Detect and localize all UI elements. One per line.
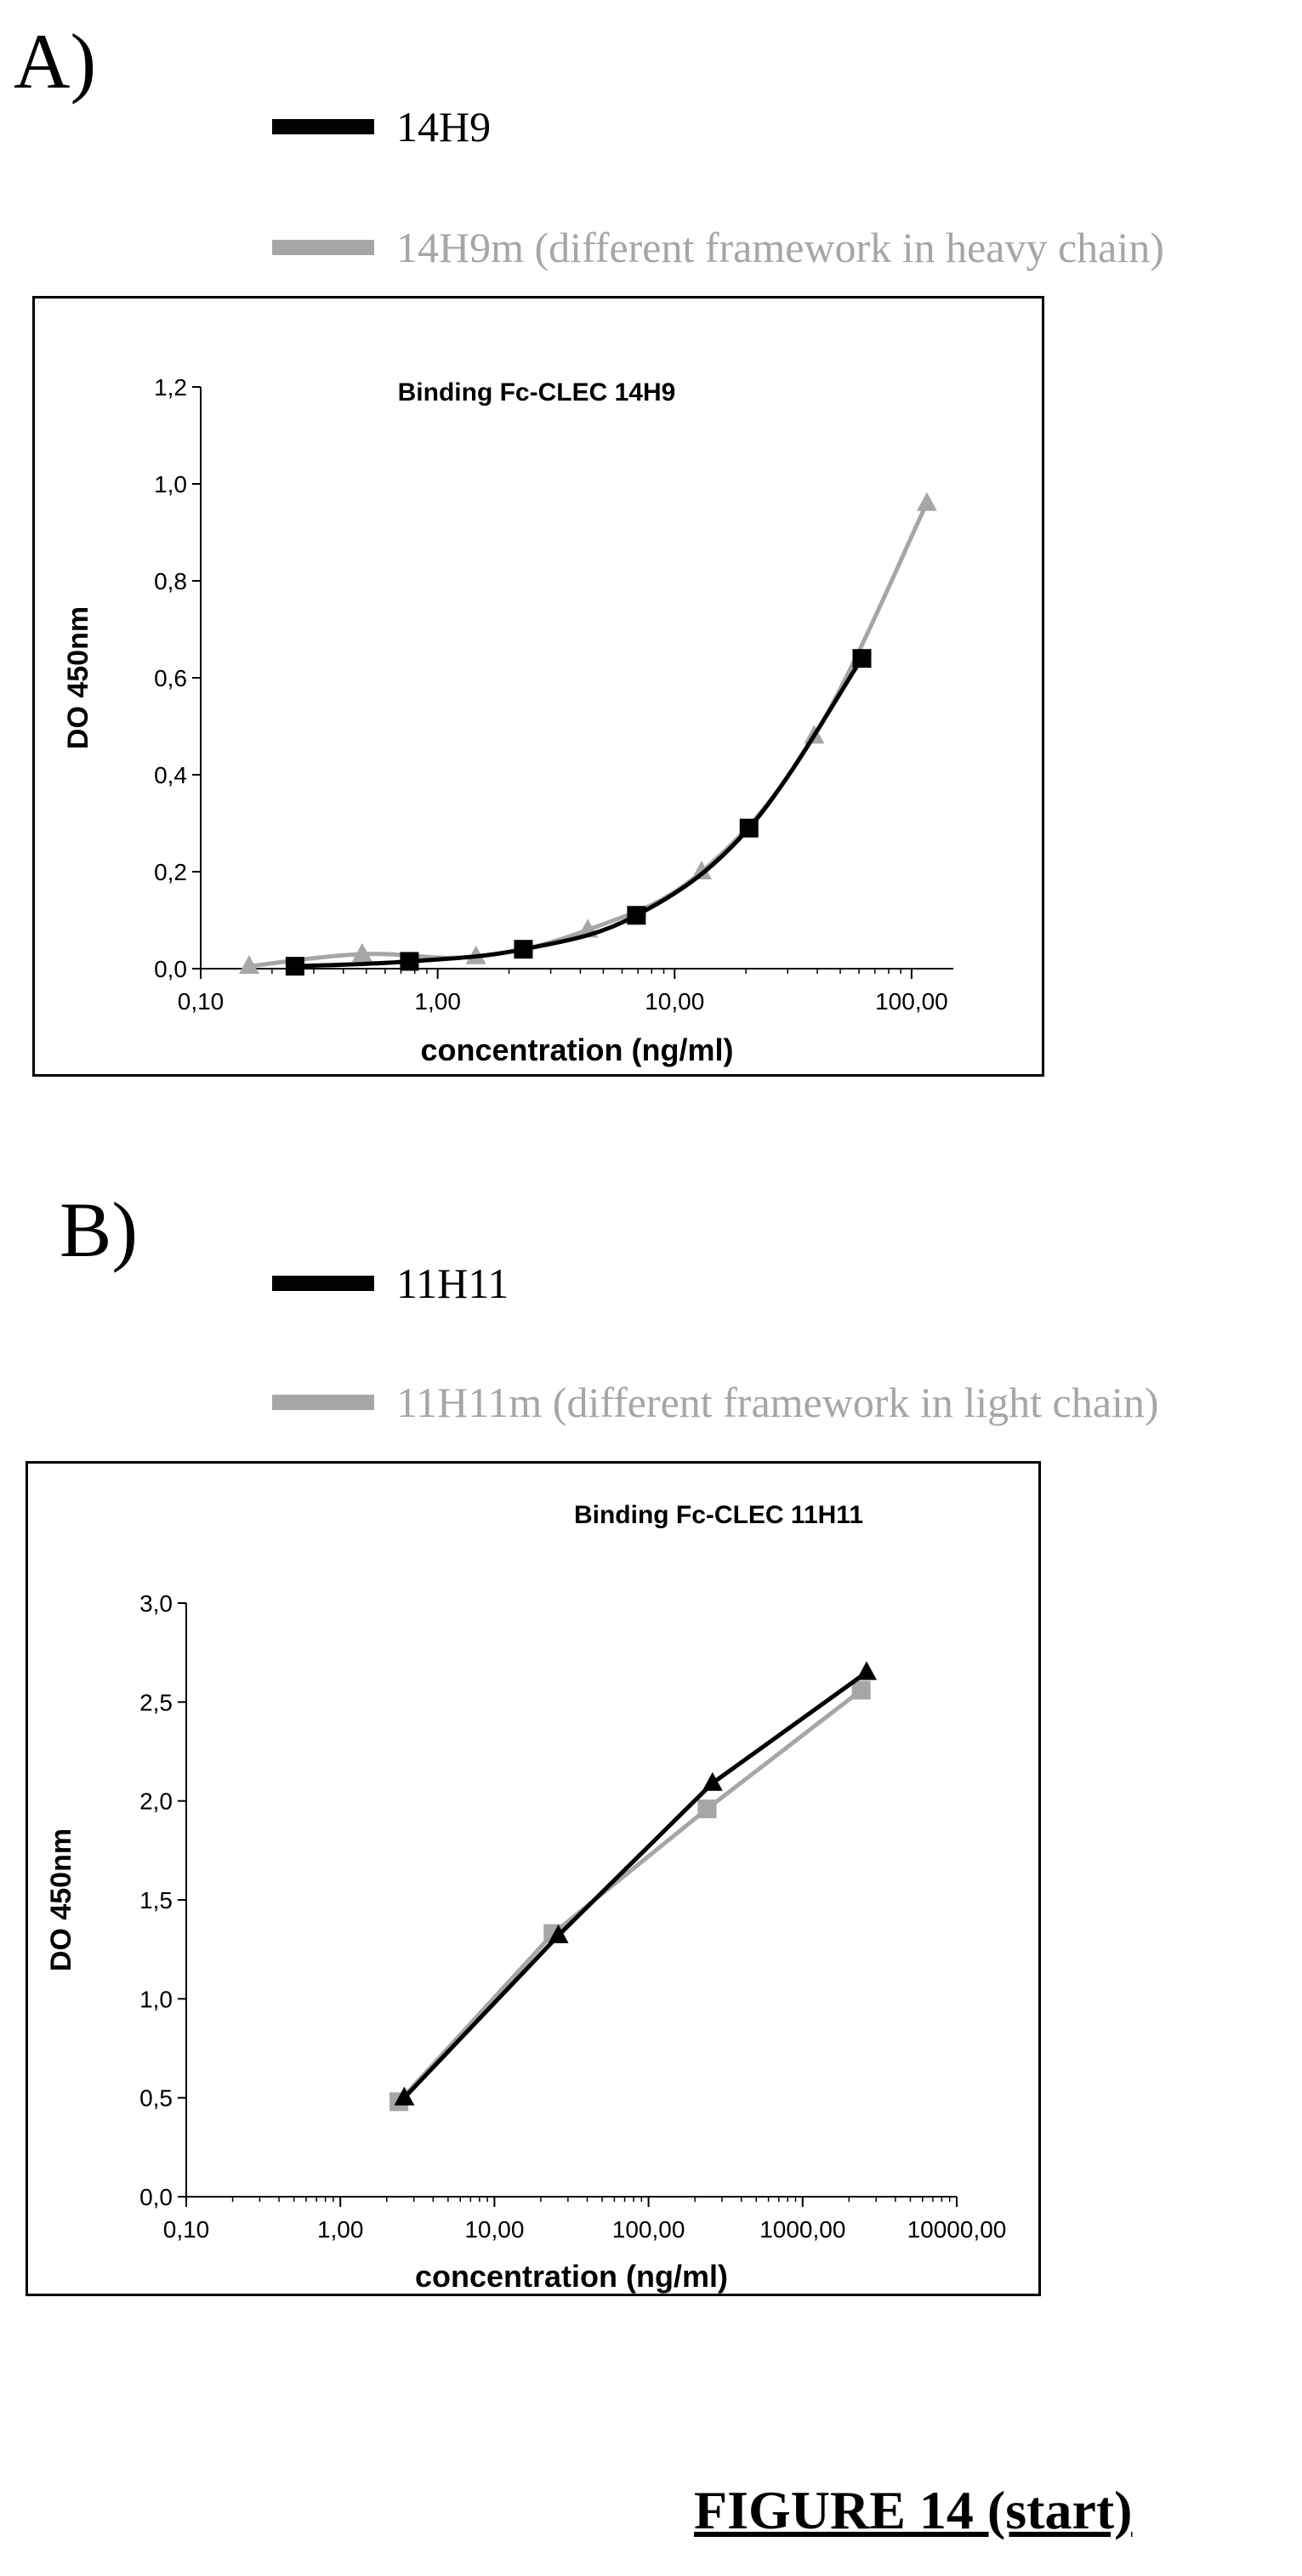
legend-entry-11h11: 11H11 (272, 1259, 509, 1308)
chart-a-data-point-triangle (691, 861, 713, 879)
chart-b-y-tick-label: 3,0 (139, 1590, 173, 1617)
chart-a-data-point-triangle (238, 955, 259, 975)
chart-a-data-point-square (739, 818, 759, 838)
chart-a-data-point-square (285, 957, 304, 976)
chart-b-y-tick-label: 0,5 (139, 2085, 173, 2112)
chart-a-series-line-1 (248, 502, 930, 969)
chart-b-data-point-square (851, 1680, 871, 1700)
chart-b-y-tick-label: 0,0 (139, 2184, 173, 2210)
chart-a-title: Binding Fc-CLEC 14H9 (398, 378, 676, 407)
chart-b-x-tick-label: 1000,00 (759, 2216, 845, 2243)
chart-b-data-point-triangle (548, 1924, 569, 1943)
chart-a-y-tick-label: 0,4 (154, 762, 187, 788)
chart-b-x-tick-label: 10,00 (464, 2216, 524, 2243)
chart-a-y-tick-label: 1,0 (154, 471, 187, 498)
chart-a-y-tick-label: 0,8 (154, 568, 187, 594)
chart-a-x-tick-label: 10,00 (645, 988, 704, 1015)
chart-a-data-point-square (852, 649, 872, 668)
panel-b-label: B) (60, 1186, 138, 1273)
chart-a-x-axis-label: concentration (ng/ml) (421, 1032, 734, 1067)
chart-a-y-tick-label: 0,0 (154, 956, 187, 982)
chart-a-series-line-0 (294, 657, 864, 969)
legend-entry-14h9: 14H9 (272, 102, 491, 151)
legend-swatch-11h11 (272, 1276, 374, 1291)
chart-a-x-tick-label: 0,10 (178, 988, 225, 1015)
legend-label-11h11m: 11H11m (different framework in light cha… (396, 1379, 1159, 1426)
chart-b-data-point-square (697, 1799, 717, 1818)
chart-a-data-point-square (627, 906, 646, 925)
legend-label-11h11: 11H11 (396, 1260, 509, 1307)
figure-caption: FIGURE 14 (start) (694, 2480, 1133, 2540)
chart-a-data-point-square (400, 952, 419, 971)
chart-b-y-tick-label: 1,5 (139, 1887, 173, 1914)
chart-a-x-tick-label: 100,00 (875, 988, 948, 1015)
chart-b-y-axis-label: DO 450nm (45, 1828, 77, 1971)
chart-b-x-tick-label: 100,00 (612, 2216, 685, 2243)
chart-b: Binding Fc-CLEC 11H11 0,0 0,5 1,0 1,5 2,0 2,5 3… (26, 1461, 1041, 2296)
panel-a-label: A) (14, 18, 97, 105)
legend-label-14h9m: 14H9m (different framework in heavy chai… (396, 224, 1164, 271)
chart-a-data-point-square (514, 940, 533, 959)
chart-b-y-tick-label: 1,0 (139, 1986, 173, 2012)
chart-b-y-tick-label: 2,5 (139, 1689, 173, 1715)
chart-a-y-tick-label: 0,6 (154, 665, 187, 691)
chart-b-svg: Binding Fc-CLEC 11H11 0,0 0,5 1,0 1,5 2,0 2,5 3… (45, 1501, 1007, 2294)
chart-a-data-point-triangle (351, 942, 372, 962)
chart-a-x-tick-label: 1,00 (414, 988, 461, 1015)
chart-b-title: Binding Fc-CLEC 11H11 (574, 1501, 863, 1529)
chart-a-y-tick-label: 0,2 (154, 859, 187, 885)
chart-a-data-point-triangle (916, 492, 937, 511)
legend-swatch-14h9 (272, 119, 374, 134)
chart-a-y-tick-label: 1,2 (154, 374, 187, 401)
chart-a: Binding Fc-CLEC 14H9 0,0 0,2 0,4 0,6 0,8 1,0 1,… (32, 296, 1044, 1077)
chart-b-x-tick-label: 0,10 (163, 2216, 210, 2243)
chart-b-data-point-triangle (394, 2086, 415, 2106)
chart-b-series-line-0 (402, 1670, 868, 2100)
chart-b-y-tick-label: 2,0 (139, 1788, 173, 1815)
chart-a-y-axis-label: DO 450nm (62, 606, 94, 749)
legend-swatch-14h9m (272, 240, 374, 255)
chart-b-data-point-triangle (856, 1661, 877, 1680)
chart-b-x-axis-label: concentration (ng/ml) (415, 2259, 728, 2294)
chart-a-svg: Binding Fc-CLEC 14H9 0,0 0,2 0,4 0,6 0,8 1,0 1,… (62, 374, 953, 1067)
chart-b-x-tick-label: 10000,00 (907, 2216, 1007, 2243)
chart-b-series-line-1 (397, 1688, 863, 2104)
legend-entry-11h11m: 11H11m (different framework in light cha… (272, 1378, 1158, 1427)
legend-entry-14h9m: 14H9m (different framework in heavy chai… (272, 223, 1164, 272)
chart-b-data-point-triangle (702, 1771, 723, 1791)
legend-label-14h9: 14H9 (396, 103, 492, 151)
chart-b-x-tick-label: 1,00 (317, 2216, 364, 2243)
legend-swatch-11h11m (272, 1395, 374, 1410)
